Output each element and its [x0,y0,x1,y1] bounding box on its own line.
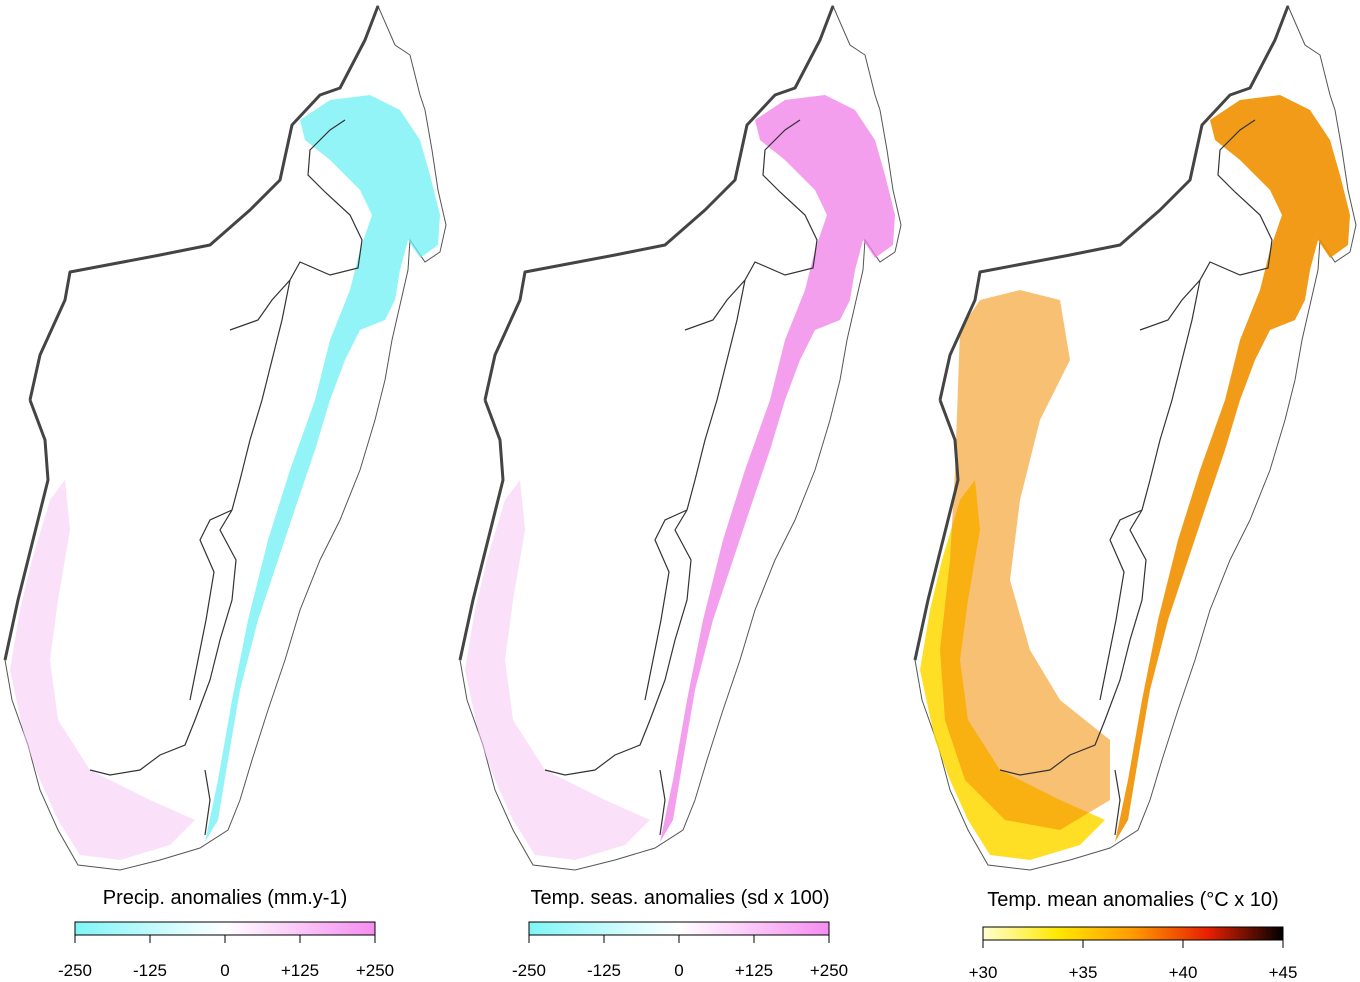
coastline [3,5,380,661]
color-scale-bar [528,921,830,936]
tick-label: +35 [1069,963,1098,982]
tick-label: -250 [512,961,546,980]
tick-label: 0 [674,961,683,980]
tick-label: -125 [133,961,167,980]
island-shading [1115,95,1350,842]
plateau-boundary [999,119,1273,836]
island-shading-west [940,290,1110,830]
panel-precip: Precip. anomalies (mm.y-1) -250 -125 0 +… [3,4,447,980]
color-scale-bar [982,926,1284,941]
legend-title: Temp. seas. anomalies (sd x 100) [530,887,829,909]
tick-label: +30 [969,963,998,982]
tick-label: +45 [1269,963,1298,982]
tick-label: -125 [587,961,621,980]
island-shading-secondary [465,480,650,860]
tick-label: +40 [1169,963,1198,982]
scale-ticks: -250 -125 0 +125 +250 [512,935,848,980]
tick-label: 0 [220,961,229,980]
legend-title: Temp. mean anomalies (°C x 10) [987,889,1278,911]
panel-temp-seas: Temp. seas. anomalies (sd x 100) -250 -1… [458,4,902,980]
island-shading [660,95,895,842]
tick-label: +125 [281,961,319,980]
map-precip [3,4,447,871]
tick-label: +250 [810,961,848,980]
legend-title: Precip. anomalies (mm.y-1) [103,887,348,909]
tick-label: -250 [58,961,92,980]
island-shading-secondary [10,480,195,860]
coastline [913,5,1290,661]
color-scale-bar [74,921,376,936]
scale-ticks: -250 -125 0 +125 +250 [58,935,394,980]
plateau-boundary [544,119,818,836]
map-temp-mean [913,4,1357,871]
tick-label: +125 [735,961,773,980]
island-shading [205,95,440,842]
map-temp-seas [458,4,902,871]
coastline [458,5,835,661]
panel-temp-mean: Temp. mean anomalies (°C x 10) +30 +35 +… [913,4,1357,982]
scale-ticks: +30 +35 +40 +45 [969,940,1298,982]
plateau-boundary [89,119,363,836]
tick-label: +250 [356,961,394,980]
